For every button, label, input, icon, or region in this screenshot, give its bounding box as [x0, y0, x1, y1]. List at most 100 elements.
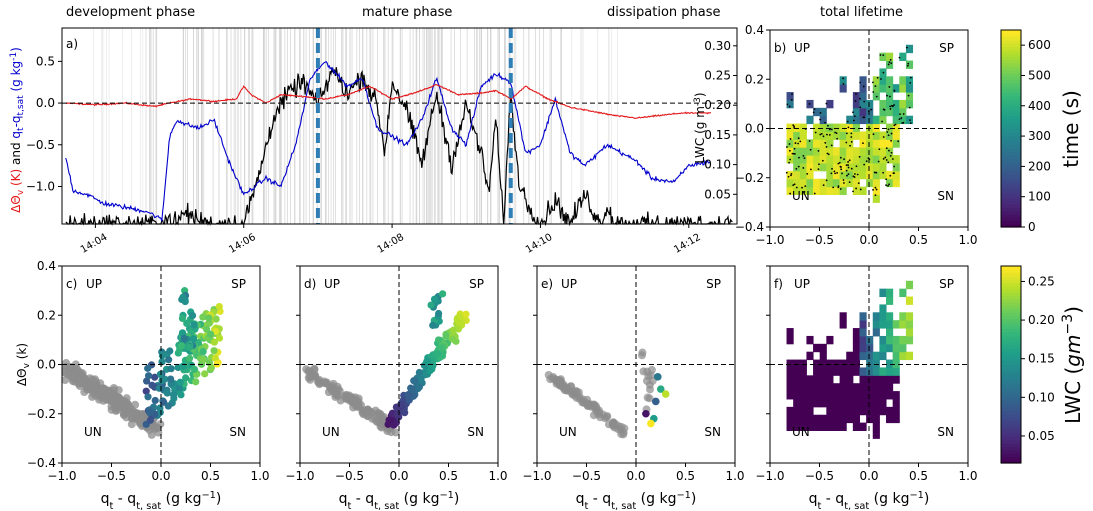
- y-axis-label-part: (k): [15, 343, 29, 363]
- heatmap-cell: [899, 343, 907, 353]
- colorbar-segment: [1001, 190, 1021, 195]
- scatter-point: [392, 403, 400, 411]
- heatmap-cell: [886, 383, 894, 392]
- heatmap-cell: [852, 155, 860, 164]
- panel-f: −1.0 −0.5 0.0 0.5 1.0 f) UP SP UN SN qt - qt, sat …: [755, 265, 978, 511]
- scatter-point: [653, 373, 662, 381]
- plot-area: [785, 44, 914, 203]
- heatmap-cell: [806, 186, 814, 195]
- y-tick-label: 0.2: [37, 308, 56, 322]
- heatmap-cell: [806, 351, 814, 361]
- heatmap-cell: [899, 107, 907, 117]
- scatter-point: [203, 325, 211, 333]
- heatmap-dot: [835, 132, 838, 135]
- heatmap-dot: [887, 128, 890, 131]
- heatmap-cell: [786, 359, 794, 368]
- heatmap-cell: [872, 186, 880, 195]
- heatmap-cell: [786, 92, 794, 101]
- heatmap-cell: [826, 162, 834, 172]
- heatmap-dot: [873, 171, 876, 174]
- heatmap-dot: [859, 188, 862, 191]
- heatmap-cell: [832, 178, 841, 188]
- colorbar-segment: [1001, 344, 1021, 349]
- x-tick-label: 0.0: [859, 233, 878, 247]
- quadrant-label-up: UP: [794, 277, 810, 291]
- heatmap-cell: [899, 115, 907, 125]
- heatmap-cell: [846, 391, 854, 400]
- colorbar-segment: [1001, 49, 1021, 54]
- colorbar-segment: [1001, 95, 1021, 100]
- scatter-point: [151, 396, 159, 405]
- scatter-point: [393, 410, 401, 418]
- heatmap-cell: [892, 375, 900, 384]
- scatter-point: [155, 384, 163, 392]
- heatmap-cell: [852, 391, 860, 400]
- scatter-point-grey: [127, 420, 136, 429]
- scatter-point-grey: [65, 369, 74, 378]
- heatmap-cell: [819, 139, 827, 148]
- heatmap-cell: [806, 147, 814, 156]
- heatmap-cell: [799, 391, 807, 400]
- scatter-point: [207, 364, 215, 372]
- heatmap-dot: [787, 175, 790, 178]
- heatmap-cell: [905, 99, 914, 109]
- heatmap-dot: [856, 173, 859, 176]
- scatter-point: [206, 330, 215, 338]
- heatmap-cell: [905, 44, 914, 54]
- colorbar-segment: [1001, 292, 1021, 297]
- heatmap-dot: [888, 149, 890, 152]
- colorbar-tick-label: 0.05: [1028, 429, 1055, 443]
- scatter-point: [456, 313, 464, 321]
- colorbar-segment: [1001, 204, 1021, 208]
- heatmap-cell: [886, 52, 894, 62]
- heatmap-dot: [881, 120, 883, 123]
- heatmap-cell: [799, 131, 807, 140]
- heatmap-cell: [826, 178, 834, 188]
- heatmap-cell: [866, 115, 874, 125]
- heatmap-cell: [793, 131, 801, 140]
- heatmap-dot: [793, 147, 796, 150]
- heatmap-dot: [889, 58, 892, 61]
- colorbar-segment: [1001, 151, 1021, 156]
- scatter-point: [167, 375, 175, 383]
- y-axis-label-part: ΔΘ: [15, 368, 29, 386]
- heatmap-dot: [825, 102, 828, 105]
- heatmap-cell: [819, 186, 827, 195]
- heatmap-dot: [793, 153, 796, 155]
- heatmap-cell: [899, 335, 907, 345]
- scatter-point: [144, 364, 152, 372]
- heatmap-dot: [906, 64, 909, 67]
- heatmap-cell: [846, 115, 854, 125]
- heatmap-cell: [846, 383, 854, 392]
- heatmap-dot: [804, 185, 807, 188]
- colorbar-segment: [1001, 167, 1021, 172]
- x-axis-label-part: q: [101, 491, 110, 507]
- y-axis-label-part: -1: [9, 52, 19, 61]
- panel-c: −1.0 −0.5 0.0 0.5 1.0 −0.4 −0.2 0.0 0.2 0.4 c) UP SP…: [15, 259, 270, 511]
- heatmap-dot: [848, 159, 851, 162]
- scatter-point-grey: [638, 351, 647, 360]
- heatmap-dot: [887, 134, 890, 137]
- colorbar-segment: [1001, 79, 1021, 84]
- colorbar-segment: [1001, 453, 1021, 458]
- colorbar-label-part: gm: [1061, 335, 1085, 367]
- heatmap-cell: [886, 320, 894, 329]
- heatmap-dot: [855, 165, 858, 168]
- panel-label: a): [66, 37, 78, 51]
- heatmap-cell: [886, 288, 894, 298]
- heatmap-dot: [906, 46, 908, 49]
- heatmap-dot: [889, 108, 892, 110]
- heatmap-cell: [886, 178, 894, 188]
- heatmap-cell: [892, 139, 900, 148]
- scatter-point-grey: [609, 418, 618, 427]
- heatmap-cell: [892, 115, 900, 125]
- colorbar-label: LWC (gm−3): [1060, 306, 1085, 424]
- heatmap-cell: [892, 367, 900, 376]
- heatmap-dot: [891, 158, 894, 160]
- scatter-point: [199, 356, 207, 364]
- heatmap-cell: [892, 155, 900, 164]
- heatmap-cell: [859, 328, 867, 337]
- y2-tick-label: 0.20: [704, 98, 731, 112]
- heatmap-dot: [849, 144, 852, 147]
- panel-e: −1.0 −0.5 0.0 0.5 1.0 e) UP SP UN SN qt - qt, sat …: [522, 265, 745, 511]
